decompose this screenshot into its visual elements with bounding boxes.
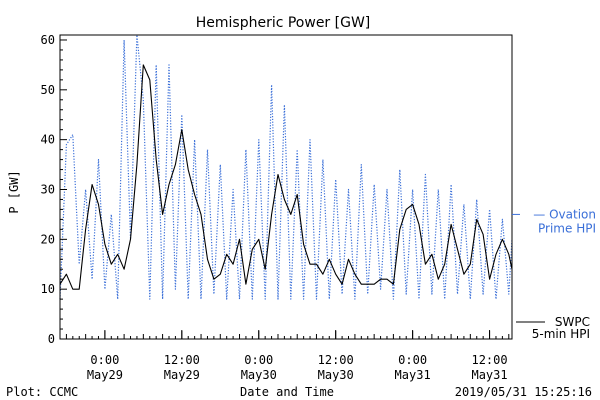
series-line-ovation-prime-hpi (59, 34, 513, 300)
x-tick-label-date: May29 (87, 368, 123, 382)
legend-label-swpc-5-min-hpi: 5-min HPI (532, 327, 590, 341)
x-tick-label-time: 12:00 (318, 353, 354, 367)
y-tick-label: 0 (48, 332, 55, 346)
y-axis-label: P [GW] (7, 170, 21, 213)
series-line-swpc-5-min-hpi (59, 64, 513, 290)
x-tick-label-date: May31 (395, 368, 431, 382)
y-tick-label: 50 (41, 83, 55, 97)
x-tick-label-time: 12:00 (164, 353, 200, 367)
plot-credit: Plot: CCMC (6, 385, 78, 399)
x-tick-label-time: 12:00 (471, 353, 507, 367)
y-tick-label: 10 (41, 282, 55, 296)
x-tick-label-time: 0:00 (244, 353, 273, 367)
x-tick-label-date: May29 (164, 368, 200, 382)
plot-frame (59, 34, 513, 340)
x-tick-label-time: 0:00 (90, 353, 119, 367)
x-tick-label-date: May30 (318, 368, 354, 382)
x-tick-label-date: May30 (241, 368, 277, 382)
x-tick-label-date: May31 (471, 368, 507, 382)
chart-title: Hemispheric Power [GW] (196, 15, 371, 31)
x-axis-label: Date and Time (240, 385, 334, 399)
plot-timestamp: 2019/05/31 15:25:16 (455, 385, 592, 399)
y-tick-label: 40 (41, 133, 55, 147)
y-tick-label: 30 (41, 182, 55, 196)
series-layer (59, 34, 513, 300)
legend-label-swpc-5-min-hpi: SWPC (555, 315, 590, 329)
axis-layer: 0:00May2912:00May290:00May3012:00May300:… (41, 33, 510, 382)
legend-label-ovation-prime-hpi: Prime HPI (538, 221, 596, 235)
legend-label-ovation-prime-hpi: — Ovation (533, 207, 596, 221)
y-tick-label: 60 (41, 33, 55, 47)
x-tick-label-time: 0:00 (398, 353, 427, 367)
y-tick-label: 20 (41, 232, 55, 246)
